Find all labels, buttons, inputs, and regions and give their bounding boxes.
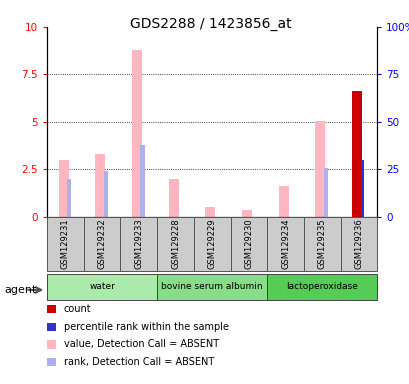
Bar xyxy=(67,179,71,217)
Bar xyxy=(193,217,230,271)
Bar xyxy=(132,50,142,217)
Text: lactoperoxidase: lactoperoxidase xyxy=(285,282,357,291)
Text: GSM129233: GSM129233 xyxy=(134,218,143,269)
Bar xyxy=(241,210,252,217)
Bar xyxy=(140,145,144,217)
Text: count: count xyxy=(63,304,91,314)
Text: GSM129228: GSM129228 xyxy=(171,218,180,269)
Text: GSM129229: GSM129229 xyxy=(207,218,216,269)
Bar xyxy=(120,217,157,271)
Bar xyxy=(360,160,364,217)
Text: GSM129234: GSM129234 xyxy=(280,218,289,269)
Bar xyxy=(103,171,108,217)
Bar xyxy=(157,274,267,300)
Text: percentile rank within the sample: percentile rank within the sample xyxy=(63,322,228,332)
Bar xyxy=(157,217,193,271)
Bar xyxy=(315,121,325,217)
Bar xyxy=(267,217,303,271)
Text: rank, Detection Call = ABSENT: rank, Detection Call = ABSENT xyxy=(63,357,213,367)
Text: value, Detection Call = ABSENT: value, Detection Call = ABSENT xyxy=(63,339,218,349)
Bar xyxy=(351,91,361,217)
Bar xyxy=(58,160,69,217)
Text: GSM129232: GSM129232 xyxy=(97,218,106,269)
Bar xyxy=(323,169,327,217)
Text: GSM129235: GSM129235 xyxy=(317,218,326,269)
Bar xyxy=(47,274,157,300)
Bar xyxy=(340,217,376,271)
Text: agent: agent xyxy=(4,285,36,295)
Text: GSM129236: GSM129236 xyxy=(353,218,362,269)
Bar xyxy=(303,217,340,271)
Bar xyxy=(230,217,267,271)
Bar xyxy=(83,217,120,271)
Bar xyxy=(95,154,105,217)
Bar xyxy=(168,179,178,217)
Bar xyxy=(47,217,83,271)
Bar xyxy=(205,207,215,217)
Text: GSM129231: GSM129231 xyxy=(61,218,70,269)
Text: GDS2288 / 1423856_at: GDS2288 / 1423856_at xyxy=(130,17,291,31)
Bar xyxy=(267,274,376,300)
Text: water: water xyxy=(89,282,115,291)
Bar xyxy=(278,185,288,217)
Text: GSM129230: GSM129230 xyxy=(244,218,253,269)
Text: bovine serum albumin: bovine serum albumin xyxy=(161,282,262,291)
